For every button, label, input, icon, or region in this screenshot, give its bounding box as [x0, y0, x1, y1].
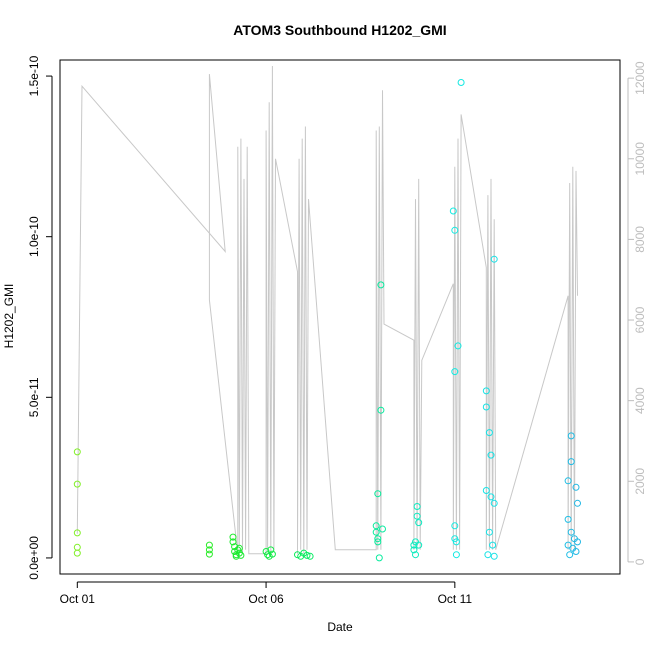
data-point — [452, 538, 460, 546]
data-point — [374, 535, 382, 543]
data-point — [415, 541, 423, 549]
data-point — [487, 451, 495, 459]
data-point — [564, 477, 572, 485]
data-point — [229, 538, 237, 546]
data-point — [374, 538, 382, 546]
x-tick-label: Oct 01 — [60, 592, 96, 606]
data-point — [73, 448, 81, 456]
data-point — [490, 552, 498, 560]
axes-layer: 0.0e+00 5.0e-11 1.0e-10 1.5e-10 0 2000 4000 600… — [27, 55, 647, 606]
data-point — [482, 387, 490, 395]
data-point — [567, 528, 575, 536]
data-point — [73, 543, 81, 551]
plot-frame — [59, 59, 621, 575]
data-point — [306, 552, 314, 560]
data-point — [451, 226, 459, 234]
data-point — [410, 546, 418, 554]
data-point — [484, 551, 492, 559]
y2-tick-label: 6000 — [633, 306, 647, 333]
data-point — [303, 551, 311, 559]
data-point — [377, 406, 385, 414]
data-point — [490, 499, 498, 507]
data-point — [564, 541, 572, 549]
data-point — [574, 538, 581, 546]
data-point — [262, 548, 270, 555]
data-point — [564, 515, 572, 523]
data-point — [413, 512, 421, 520]
data-point — [451, 368, 459, 376]
x-tick-label: Oct 06 — [248, 592, 284, 606]
series-line — [76, 65, 578, 555]
data-point — [452, 551, 460, 559]
data-point — [73, 529, 81, 537]
data-point — [482, 487, 490, 494]
data-point — [451, 522, 459, 530]
data-point — [205, 541, 213, 549]
y-tick-label: 1.0e-10 — [27, 216, 41, 257]
data-point — [567, 458, 575, 466]
data-point — [489, 541, 497, 549]
data-point — [572, 483, 580, 491]
y2-tick-label: 0 — [633, 558, 647, 565]
data-point — [574, 499, 581, 507]
y-tick-label: 5.0e-11 — [27, 377, 41, 417]
x-axis-label: Date — [327, 620, 353, 634]
chart-title: ATOM3 Southbound H1202_GMI — [233, 22, 446, 38]
data-point — [449, 207, 457, 215]
data-point — [375, 554, 383, 562]
data-point — [73, 480, 81, 488]
y-axis-label: H1202_GMI — [2, 284, 16, 349]
data-point — [205, 546, 213, 554]
data-point — [267, 546, 275, 554]
data-point — [572, 548, 580, 555]
data-point — [235, 544, 243, 552]
data-point — [379, 525, 386, 533]
data-point — [372, 528, 380, 536]
data-point — [413, 503, 421, 510]
data-point — [234, 546, 242, 554]
data-point — [487, 493, 495, 501]
data-point — [482, 403, 490, 411]
data-point — [485, 528, 493, 536]
data-point — [457, 79, 465, 86]
data-point — [566, 551, 574, 559]
data-point — [415, 519, 423, 527]
secondary-series-line-layer — [76, 65, 578, 555]
data-point — [454, 342, 462, 350]
data-point — [485, 429, 493, 437]
data-point — [377, 281, 385, 289]
data-point — [412, 551, 419, 559]
y2-tick-label: 10000 — [633, 142, 647, 176]
y-tick-label: 0.0e+00 — [27, 536, 41, 580]
y2-tick-label: 12000 — [633, 61, 647, 95]
y-tick-label: 1.5e-10 — [27, 55, 41, 96]
x-tick-label: Oct 11 — [438, 592, 473, 606]
data-point — [567, 432, 575, 440]
data-point — [205, 550, 213, 558]
y2-tick-label: 8000 — [633, 226, 647, 253]
y2-tick-label: 2000 — [633, 468, 647, 495]
data-point — [73, 549, 81, 557]
data-point — [237, 551, 245, 559]
data-point — [374, 490, 382, 498]
data-point — [229, 533, 237, 541]
primary-series-points-layer — [73, 79, 581, 562]
data-point — [490, 255, 498, 263]
y2-tick-label: 4000 — [633, 387, 647, 414]
data-point — [264, 551, 272, 559]
data-point — [268, 550, 276, 558]
